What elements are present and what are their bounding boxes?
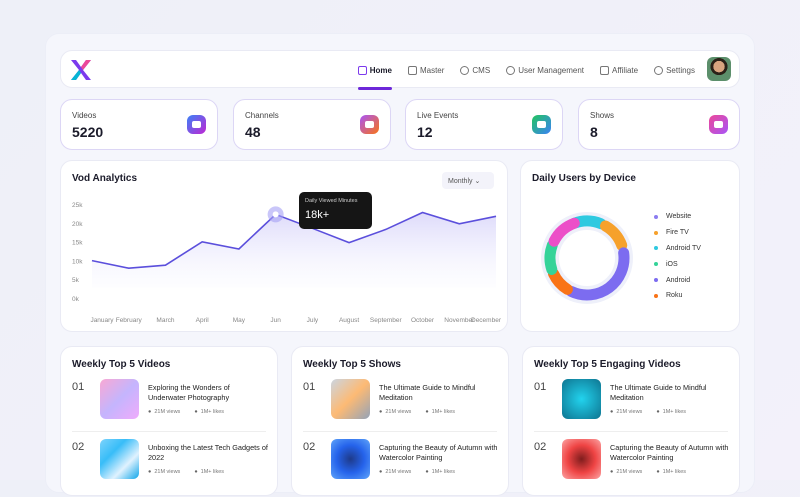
views-count: 21M views: [148, 469, 180, 475]
top-nav: Home Master CMS User Management Affiliat…: [60, 50, 740, 88]
nav-cms[interactable]: CMS: [460, 51, 490, 89]
nav-settings[interactable]: Settings: [654, 51, 695, 89]
video-icon: [187, 115, 206, 134]
x-tick-label: December: [471, 317, 502, 324]
x-tick-label: May: [233, 317, 246, 324]
thumbnail: [331, 439, 370, 479]
legend-item: Android TV: [654, 241, 701, 257]
device-donut: [532, 203, 642, 313]
likes-count: 1M+ likes: [656, 469, 686, 475]
likes-count: 1M+ likes: [656, 409, 686, 415]
x-tick-label: July: [307, 317, 319, 324]
logo: [69, 58, 93, 82]
likes-count: 1M+ likes: [425, 469, 455, 475]
divider: [72, 431, 266, 432]
x-tick-label: August: [339, 317, 359, 324]
legend-item: Android: [654, 272, 701, 288]
device-title: Daily Users by Device: [532, 173, 636, 184]
y-tick-label: 20k: [72, 221, 83, 228]
likes-count: 1M+ likes: [194, 469, 224, 475]
legend-item: iOS: [654, 256, 701, 272]
thumbnail: [331, 379, 370, 419]
legend-item: Website: [654, 209, 701, 225]
affiliate-icon: [600, 66, 609, 75]
y-tick-label: 5k: [72, 277, 80, 284]
avatar[interactable]: [707, 57, 731, 81]
likes-count: 1M+ likes: [425, 409, 455, 415]
legend-dot: [654, 262, 658, 266]
gear-icon: [654, 66, 663, 75]
live-icon: [532, 115, 551, 134]
x-tick-label: January: [90, 317, 114, 324]
x-tick-label: April: [196, 317, 210, 324]
thumbnail: [100, 379, 139, 419]
y-tick-label: 25k: [72, 202, 83, 209]
divider: [534, 431, 728, 432]
nav-home[interactable]: Home: [358, 51, 392, 89]
thumbnail: [100, 439, 139, 479]
nav-master[interactable]: Master: [408, 51, 444, 89]
views-count: 21M views: [610, 409, 642, 415]
legend-dot: [654, 246, 658, 250]
divider: [303, 431, 497, 432]
views-count: 21M views: [379, 409, 411, 415]
views-count: 21M views: [379, 469, 411, 475]
thumbnail: [562, 439, 601, 479]
nav-user-management[interactable]: User Management: [506, 51, 584, 89]
user-icon: [506, 66, 515, 75]
cms-icon: [460, 66, 469, 75]
y-tick-label: 10k: [72, 258, 83, 265]
chart-area: [92, 213, 496, 288]
x-tick-label: March: [156, 317, 174, 324]
legend-dot: [654, 278, 658, 282]
x-tick-label: Jun: [270, 317, 281, 324]
x-tick-label: September: [370, 317, 403, 324]
legend-dot: [654, 215, 658, 219]
nav-affiliate[interactable]: Affiliate: [600, 51, 638, 89]
views-count: 21M views: [148, 409, 180, 415]
legend-dot: [654, 294, 658, 298]
x-tick-label: February: [116, 317, 143, 324]
y-tick-label: 15k: [72, 240, 83, 247]
thumbnail: [562, 379, 601, 419]
likes-count: 1M+ likes: [194, 409, 224, 415]
y-tick-label: 0k: [72, 296, 80, 303]
legend-item: Fire TV: [654, 225, 701, 241]
highlight-point: [273, 211, 279, 217]
legend-dot: [654, 231, 658, 235]
donut-segment: [550, 245, 552, 269]
tv-icon: [360, 115, 379, 134]
folder-icon: [408, 66, 417, 75]
show-icon: [709, 115, 728, 134]
legend-item: Roku: [654, 288, 701, 304]
x-tick-label: October: [411, 317, 435, 324]
views-count: 21M views: [610, 469, 642, 475]
home-icon: [358, 66, 367, 75]
